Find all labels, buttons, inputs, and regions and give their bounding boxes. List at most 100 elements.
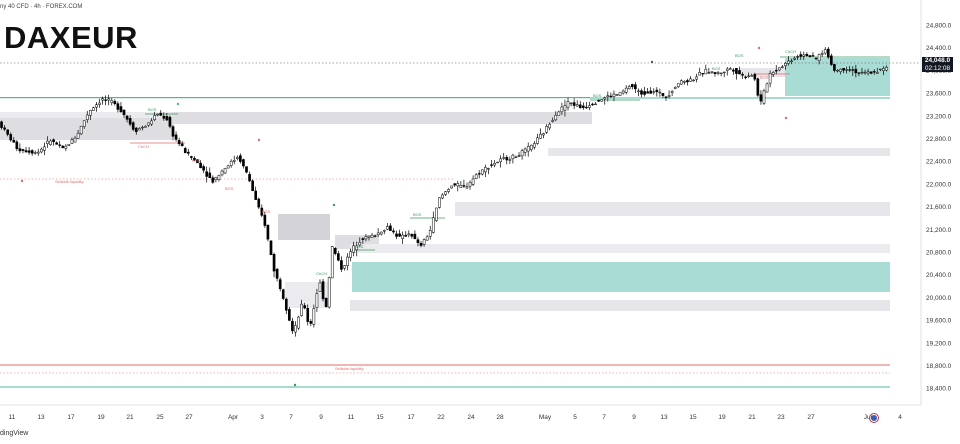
- time-tick-label: 17: [407, 414, 415, 421]
- candle-body: [95, 104, 98, 108]
- candle-body: [6, 129, 9, 135]
- candle-body: [46, 140, 49, 144]
- candle-body: [159, 112, 163, 116]
- candle-body: [765, 83, 769, 93]
- candle-body: [744, 76, 747, 79]
- candle-body: [229, 160, 233, 166]
- candle-body: [438, 197, 441, 208]
- price-tick-label: 23,200.0: [926, 113, 952, 120]
- swing-marker: [784, 116, 788, 120]
- candle-body: [563, 105, 567, 111]
- candle-body: [61, 145, 65, 149]
- price-tick-label: 23,600.0: [926, 91, 952, 98]
- candle-body: [52, 139, 55, 142]
- candle-body: [514, 156, 518, 159]
- price-tick-label: 22,800.0: [926, 136, 952, 143]
- candle-body: [496, 161, 499, 164]
- candle-body: [242, 159, 245, 167]
- candle-body: [73, 137, 77, 143]
- candle-body: [477, 173, 481, 175]
- candle-body: [704, 68, 708, 75]
- candle-body: [392, 230, 395, 233]
- time-tick-label: Apr: [228, 414, 239, 421]
- candle-body: [309, 321, 313, 324]
- candle-body: [33, 152, 37, 154]
- candle-body: [728, 68, 732, 70]
- instrument-label: ny 40 CFD · 4h · FOREX.COM: [0, 4, 83, 10]
- candle-body: [839, 68, 842, 72]
- candle-body: [147, 122, 150, 126]
- candle-body: [603, 97, 607, 100]
- candle-body: [281, 289, 285, 299]
- candle-body: [732, 69, 735, 72]
- candle-body: [278, 279, 282, 290]
- candle-body: [661, 93, 665, 96]
- supply-zone: [740, 68, 785, 77]
- candle-body: [857, 72, 861, 74]
- candle-body: [502, 157, 506, 159]
- candle-body: [741, 74, 744, 76]
- price-tick-label: 22,000.0: [926, 181, 952, 188]
- candle-body: [193, 158, 196, 161]
- candle-body: [104, 99, 107, 101]
- candle-body: [407, 233, 411, 236]
- candle-body: [343, 265, 346, 269]
- candle-body: [89, 109, 92, 116]
- candle-body: [398, 233, 401, 237]
- candle-body: [447, 189, 450, 192]
- candle-body: [122, 109, 126, 116]
- candle-body: [768, 73, 772, 84]
- candle-body: [435, 207, 438, 221]
- time-tick-label: 5: [573, 414, 577, 421]
- bos-label: ChCH: [138, 144, 149, 149]
- candle-body: [113, 101, 117, 105]
- candle-body: [367, 235, 371, 238]
- time-tick-label: 22: [437, 414, 445, 421]
- candle-body: [101, 98, 104, 101]
- time-tick-label: 13: [660, 414, 668, 421]
- time-tick-label: 17: [67, 414, 75, 421]
- candle-body: [251, 180, 254, 192]
- bos-label: BOS: [225, 186, 234, 191]
- time-tick-label: 15: [376, 414, 384, 421]
- candle-body: [294, 325, 297, 333]
- bos-label: ChCH: [785, 49, 796, 54]
- candle-body: [845, 69, 848, 71]
- candle-body: [284, 298, 288, 311]
- candle-body: [9, 134, 13, 141]
- candle-body: [566, 101, 570, 108]
- reset-chart-icon: [869, 413, 879, 423]
- candle-body: [303, 305, 306, 309]
- candle-body: [600, 99, 604, 102]
- candle-body: [373, 235, 377, 237]
- candle-body: [569, 102, 573, 105]
- candle-body: [450, 185, 453, 189]
- time-tick-label: 11: [348, 414, 355, 421]
- candle-body: [750, 75, 754, 77]
- candle-body: [410, 234, 414, 237]
- candle-body: [3, 127, 6, 130]
- candle-body: [539, 133, 542, 139]
- candle-body: [787, 60, 790, 64]
- candle-body: [548, 123, 551, 129]
- sellside-label: Sellside liquidity: [335, 366, 363, 371]
- candle-body: [413, 233, 417, 239]
- candle-body: [799, 54, 803, 57]
- candle-body: [98, 102, 101, 105]
- candle-body: [505, 157, 509, 161]
- time-axis[interactable]: 11 13 17 19 21 25 27 Apr 3 7 9 11 15 17 22 24 28 May 5 7 9 13…: [9, 414, 903, 421]
- candle-body: [0, 121, 3, 128]
- price-tick-label: 21,600.0: [926, 204, 952, 211]
- swing-marker: [257, 138, 261, 142]
- candle-body: [306, 308, 310, 322]
- candle-body: [529, 144, 533, 150]
- candle-body: [759, 94, 763, 102]
- candle-body: [735, 67, 738, 74]
- candle-body: [686, 80, 689, 83]
- candle-body: [235, 157, 239, 160]
- candle-body: [771, 72, 775, 75]
- price-axis[interactable]: 24,800.024,400.024,000.023,600.023,200.0…: [926, 23, 952, 393]
- time-tick-label: 27: [807, 414, 815, 421]
- price-tick-label: 18,800.0: [926, 363, 952, 370]
